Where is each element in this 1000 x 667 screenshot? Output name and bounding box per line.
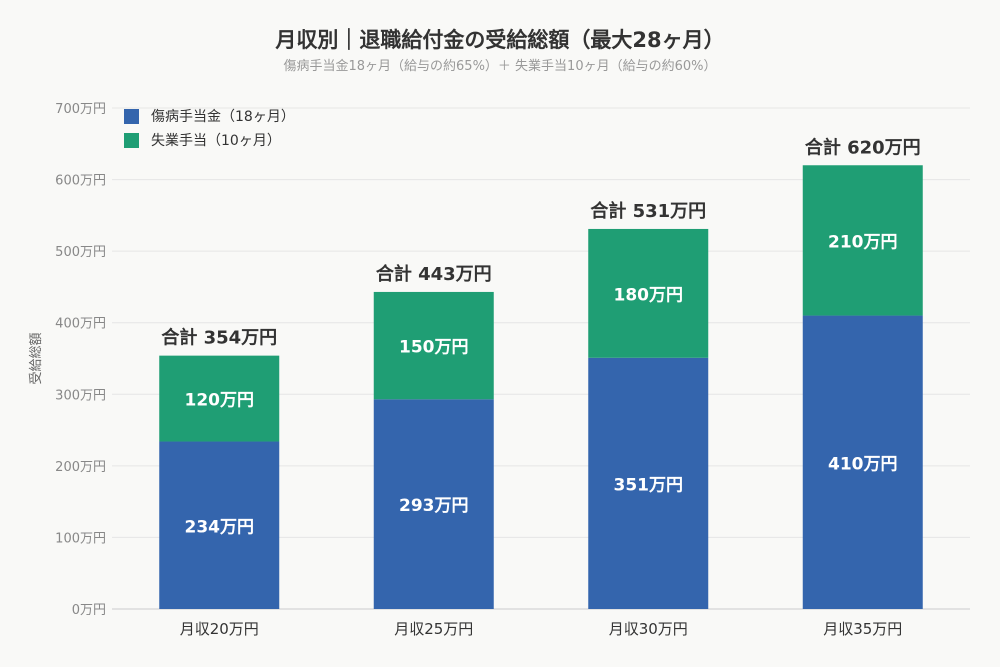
bar-segment	[159, 441, 280, 609]
y-tick-label: 200万円	[55, 460, 106, 475]
chart-title: 月収別｜退職給付金の受給総額（最大28ヶ月）	[275, 28, 725, 52]
bar-value-label: 120万円	[185, 391, 255, 411]
bar-value-label: 150万円	[399, 338, 469, 358]
legend-swatch	[124, 132, 139, 148]
total-label: 合計 443万円	[376, 263, 492, 285]
legend: 傷病手当金（18ヶ月） 失業手当（10ヶ月）	[124, 104, 295, 152]
bar-segment	[802, 165, 923, 316]
y-tick-label: 500万円	[55, 245, 106, 260]
x-tick-label: 月収35万円	[823, 620, 902, 638]
total-label: 合計 620万円	[805, 136, 921, 158]
bar-segment	[588, 357, 709, 609]
legend-label: 傷病手当金（18ヶ月）	[151, 109, 295, 125]
y-tick-label: 400万円	[55, 317, 106, 332]
y-tick-label: 600万円	[55, 174, 106, 189]
x-tick-label: 月収20万円	[180, 620, 259, 638]
bar-value-label: 234万円	[185, 517, 255, 537]
bar-segment	[802, 315, 923, 609]
y-tick-label: 700万円	[55, 102, 106, 117]
bar-value-label: 180万円	[614, 285, 684, 305]
y-tick-label: 0万円	[72, 603, 106, 618]
legend-label: 失業手当（10ヶ月）	[151, 133, 281, 149]
y-tick-label: 100万円	[55, 531, 106, 546]
y-tick-label: 300万円	[55, 388, 106, 403]
bar-value-label: 293万円	[399, 496, 469, 516]
bar-value-label: 351万円	[614, 475, 684, 495]
y-axis-label: 受給総額	[29, 332, 44, 384]
legend-swatch	[124, 108, 139, 124]
x-tick-label: 月収25万円	[394, 620, 473, 638]
bar-segment	[159, 355, 280, 442]
legend-item-sickness: 傷病手当金（18ヶ月）	[124, 104, 295, 128]
bar-segment	[373, 399, 494, 609]
chart-subtitle: 傷病手当金18ヶ月（給与の約65%）＋ 失業手当10ヶ月（給与の約60%）	[283, 59, 717, 74]
legend-item-unemployment: 失業手当（10ヶ月）	[124, 128, 295, 152]
total-label: 合計 531万円	[590, 200, 706, 222]
bar-segment	[588, 228, 709, 358]
bar-value-label: 410万円	[828, 454, 898, 474]
total-label: 合計 354万円	[161, 327, 277, 349]
x-tick-label: 月収30万円	[609, 620, 688, 638]
bar-value-label: 210万円	[828, 232, 898, 252]
bar-segment	[373, 291, 494, 400]
